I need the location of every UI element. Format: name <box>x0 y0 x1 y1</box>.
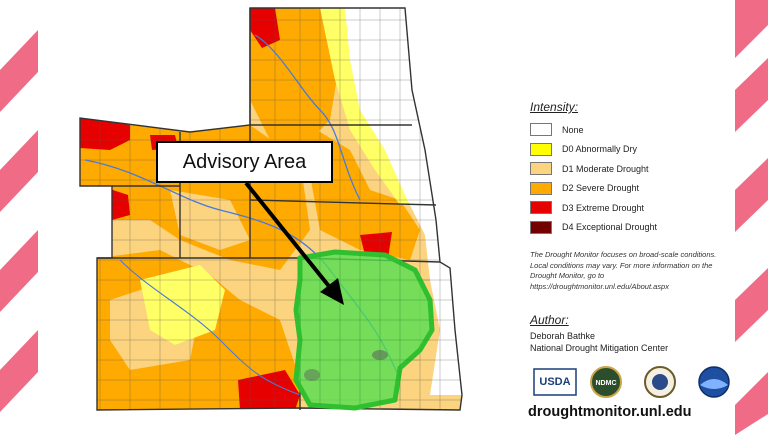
site-url[interactable]: droughtmonitor.unl.edu <box>528 404 692 420</box>
author-org: National Drought Mitigation Center <box>530 343 669 353</box>
legend-label: D1 Moderate Drought <box>562 163 649 174</box>
usda-logo-text: USDA <box>539 376 570 388</box>
right-stripes <box>735 0 768 435</box>
advisory-shadow-1 <box>372 350 388 360</box>
legend-item-none: None <box>530 120 760 140</box>
logo-row: USDA NDMC <box>533 366 730 398</box>
legend-item-d3: D3 Extreme Drought <box>530 198 760 218</box>
advisory-grid <box>300 255 430 405</box>
ndmc-logo-text: NDMC <box>596 380 617 387</box>
intensity-legend: Intensity: None D0 Abnormally Dry D1 Mod… <box>530 100 760 237</box>
legend-title: Intensity: <box>530 100 579 114</box>
commerce-seal-center <box>652 374 668 390</box>
none-area <box>345 8 462 395</box>
legend-item-d1: D1 Moderate Drought <box>530 159 760 179</box>
advisory-area-text: Advisory Area <box>182 150 307 173</box>
legend-swatch <box>530 181 552 195</box>
legend-item-d4: D4 Exceptional Drought <box>530 218 760 238</box>
legend-item-d2: D2 Severe Drought <box>530 179 760 199</box>
legend-swatch <box>530 123 552 137</box>
advisory-area-label: Advisory Area <box>156 141 333 183</box>
author-heading: Author: <box>530 313 569 327</box>
legend-label: D0 Abnormally Dry <box>562 144 638 155</box>
usda-logo <box>533 368 577 396</box>
author-block: Deborah Bathke National Drought Mitigati… <box>530 330 668 354</box>
legend-swatch <box>530 201 552 215</box>
river-3 <box>119 259 301 396</box>
disclaimer-note: The Drought Monitor focuses on broad-sca… <box>530 250 717 291</box>
legend-item-d0: D0 Abnormally Dry <box>530 140 760 160</box>
d3-nd <box>250 8 280 48</box>
left-stripes <box>0 30 38 412</box>
river-2 <box>254 34 361 201</box>
noaa-logo-wave <box>700 379 728 389</box>
advisory-arrow <box>244 181 344 305</box>
legend-label: D3 Extreme Drought <box>562 202 645 213</box>
advisory-shadow-2 <box>304 369 320 381</box>
ndmc-logo <box>590 366 622 398</box>
d3-nw <box>80 118 130 150</box>
legend-label: D2 Severe Drought <box>562 183 640 194</box>
legend-swatch <box>530 162 552 176</box>
legend-swatch <box>530 142 552 156</box>
author-name: Deborah Bathke <box>530 331 596 341</box>
legend-label: D4 Exceptional Drought <box>562 222 658 233</box>
legend-swatch <box>530 220 552 234</box>
legend-label: None <box>562 124 584 135</box>
